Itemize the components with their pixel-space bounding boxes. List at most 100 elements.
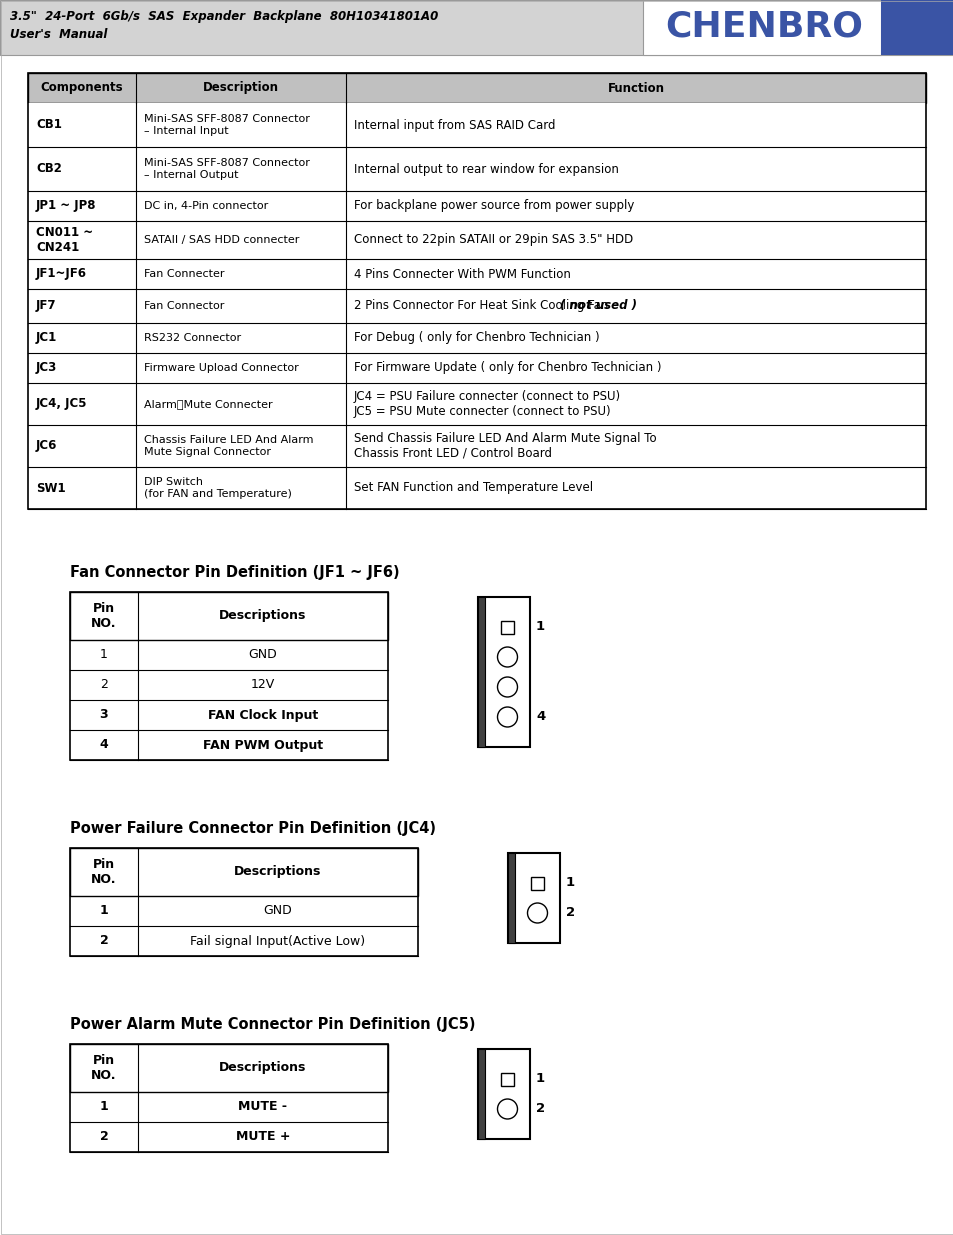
Text: 12V: 12V (251, 678, 274, 692)
Circle shape (497, 647, 517, 667)
Text: For Firmware Update ( only for Chenbro Technician ): For Firmware Update ( only for Chenbro T… (354, 362, 660, 374)
Text: MUTE +: MUTE + (235, 1130, 290, 1144)
Text: Fan Connecter: Fan Connecter (144, 269, 224, 279)
Circle shape (527, 903, 547, 923)
Bar (28, 383, 925, 425)
Text: 2: 2 (536, 1103, 544, 1115)
Bar (880, 0, 953, 56)
Text: Function: Function (607, 82, 664, 95)
Text: Mini-SAS SFF-8087 Connector
– Internal Output: Mini-SAS SFF-8087 Connector – Internal O… (144, 158, 310, 180)
Bar (0, 0, 953, 56)
Bar (642, 0, 880, 56)
Text: Fan Connector Pin Definition (JF1 ~ JF6): Fan Connector Pin Definition (JF1 ~ JF6) (70, 564, 399, 579)
Text: 4 Pins Connecter With PWM Function: 4 Pins Connecter With PWM Function (354, 268, 570, 280)
Text: DIP Switch
(for FAN and Temperature): DIP Switch (for FAN and Temperature) (144, 477, 292, 499)
Text: 1: 1 (536, 1072, 544, 1086)
Bar (477, 1049, 484, 1139)
Text: 2: 2 (100, 678, 108, 692)
Bar (70, 1044, 388, 1092)
Bar (28, 73, 925, 509)
Bar (500, 620, 514, 634)
Bar (28, 259, 925, 289)
Text: 2 Pins Connector For Heat Sink Cooling Fan: 2 Pins Connector For Heat Sink Cooling F… (354, 300, 612, 312)
Text: ( not used ): ( not used ) (559, 300, 636, 312)
Text: Power Alarm Mute Connector Pin Definition (JC5): Power Alarm Mute Connector Pin Definitio… (70, 1016, 475, 1031)
Text: MUTE -: MUTE - (238, 1100, 287, 1114)
Text: 4: 4 (99, 739, 109, 752)
Circle shape (497, 706, 517, 727)
Text: JC6: JC6 (36, 440, 57, 452)
Text: User's  Manual: User's Manual (10, 28, 108, 41)
Bar (507, 853, 559, 944)
Text: Firmware Upload Connector: Firmware Upload Connector (144, 363, 298, 373)
Circle shape (497, 1099, 517, 1119)
Text: CHENBRO: CHENBRO (664, 10, 862, 43)
Text: Descriptions: Descriptions (234, 866, 321, 878)
Text: JC4 = PSU Failure connecter (connect to PSU)
JC5 = PSU Mute connecter (connect t: JC4 = PSU Failure connecter (connect to … (354, 390, 620, 417)
Text: 1: 1 (99, 1100, 109, 1114)
Text: Internal input from SAS RAID Card: Internal input from SAS RAID Card (354, 119, 555, 131)
Text: Power Failure Connector Pin Definition (JC4): Power Failure Connector Pin Definition (… (70, 820, 436, 836)
Text: 3: 3 (99, 709, 109, 721)
Text: SW1: SW1 (36, 482, 66, 494)
Text: FAN Clock Input: FAN Clock Input (208, 709, 317, 721)
Text: Pin
NO.: Pin NO. (91, 1053, 116, 1082)
Text: 4: 4 (536, 710, 545, 724)
Bar (28, 353, 925, 383)
Text: 3.5"  24-Port  6Gb/s  SAS  Expander  Backplane  80H10341801A0: 3.5" 24-Port 6Gb/s SAS Expander Backplan… (10, 10, 437, 23)
Text: Connect to 22pin SATAII or 29pin SAS 3.5" HDD: Connect to 22pin SATAII or 29pin SAS 3.5… (354, 233, 633, 247)
Text: Alarm･Mute Connecter: Alarm･Mute Connecter (144, 399, 273, 409)
Text: 2: 2 (99, 1130, 109, 1144)
Text: DC in, 4-Pin connector: DC in, 4-Pin connector (144, 201, 268, 211)
Bar (507, 853, 515, 944)
Bar (28, 324, 925, 353)
Bar (28, 103, 925, 147)
Text: GND: GND (263, 904, 292, 918)
Text: 1: 1 (99, 904, 109, 918)
Text: Internal output to rear window for expansion: Internal output to rear window for expan… (354, 163, 618, 175)
Bar (28, 221, 925, 259)
Text: FAN PWM Output: FAN PWM Output (203, 739, 323, 752)
Text: For Debug ( only for Chenbro Technician ): For Debug ( only for Chenbro Technician … (354, 331, 599, 345)
Text: Set FAN Function and Temperature Level: Set FAN Function and Temperature Level (354, 482, 593, 494)
Text: Pin
NO.: Pin NO. (91, 601, 116, 630)
Text: Fail signal Input(Active Low): Fail signal Input(Active Low) (191, 935, 365, 947)
Text: GND: GND (249, 648, 277, 662)
Bar (477, 1049, 530, 1139)
Text: CB2: CB2 (36, 163, 62, 175)
Bar (28, 73, 925, 103)
Text: 1: 1 (100, 648, 108, 662)
Text: 2: 2 (99, 935, 109, 947)
Bar (70, 592, 388, 760)
Text: JF7: JF7 (36, 300, 56, 312)
Bar (28, 191, 925, 221)
Text: CN011 ~
CN241: CN011 ~ CN241 (36, 226, 93, 254)
Bar (531, 877, 543, 889)
Text: Mini-SAS SFF-8087 Connector
– Internal Input: Mini-SAS SFF-8087 Connector – Internal I… (144, 114, 310, 136)
Bar (70, 592, 388, 640)
Text: Descriptions: Descriptions (219, 1062, 306, 1074)
Text: Send Chassis Failure LED And Alarm Mute Signal To
Chassis Front LED / Control Bo: Send Chassis Failure LED And Alarm Mute … (354, 432, 656, 459)
Bar (477, 597, 484, 747)
Text: For backplane power source from power supply: For backplane power source from power su… (354, 200, 634, 212)
Bar (70, 848, 417, 956)
Text: JC3: JC3 (36, 362, 57, 374)
Text: JC4, JC5: JC4, JC5 (36, 398, 88, 410)
Bar (28, 147, 925, 191)
Text: RS232 Connector: RS232 Connector (144, 333, 241, 343)
Text: CB1: CB1 (36, 119, 62, 131)
Text: JF1~JF6: JF1~JF6 (36, 268, 87, 280)
Bar (28, 289, 925, 324)
Text: SATAII / SAS HDD connecter: SATAII / SAS HDD connecter (144, 235, 299, 245)
Text: 1: 1 (536, 620, 544, 634)
Bar (28, 425, 925, 467)
Text: Descriptions: Descriptions (219, 610, 306, 622)
Text: JC1: JC1 (36, 331, 57, 345)
Text: Pin
NO.: Pin NO. (91, 858, 116, 885)
Text: Fan Connector: Fan Connector (144, 301, 224, 311)
Bar (70, 848, 417, 897)
Bar (477, 597, 530, 747)
Text: JP1 ~ JP8: JP1 ~ JP8 (36, 200, 96, 212)
Bar (500, 1072, 514, 1086)
Text: Chassis Failure LED And Alarm
Mute Signal Connector: Chassis Failure LED And Alarm Mute Signa… (144, 435, 314, 457)
